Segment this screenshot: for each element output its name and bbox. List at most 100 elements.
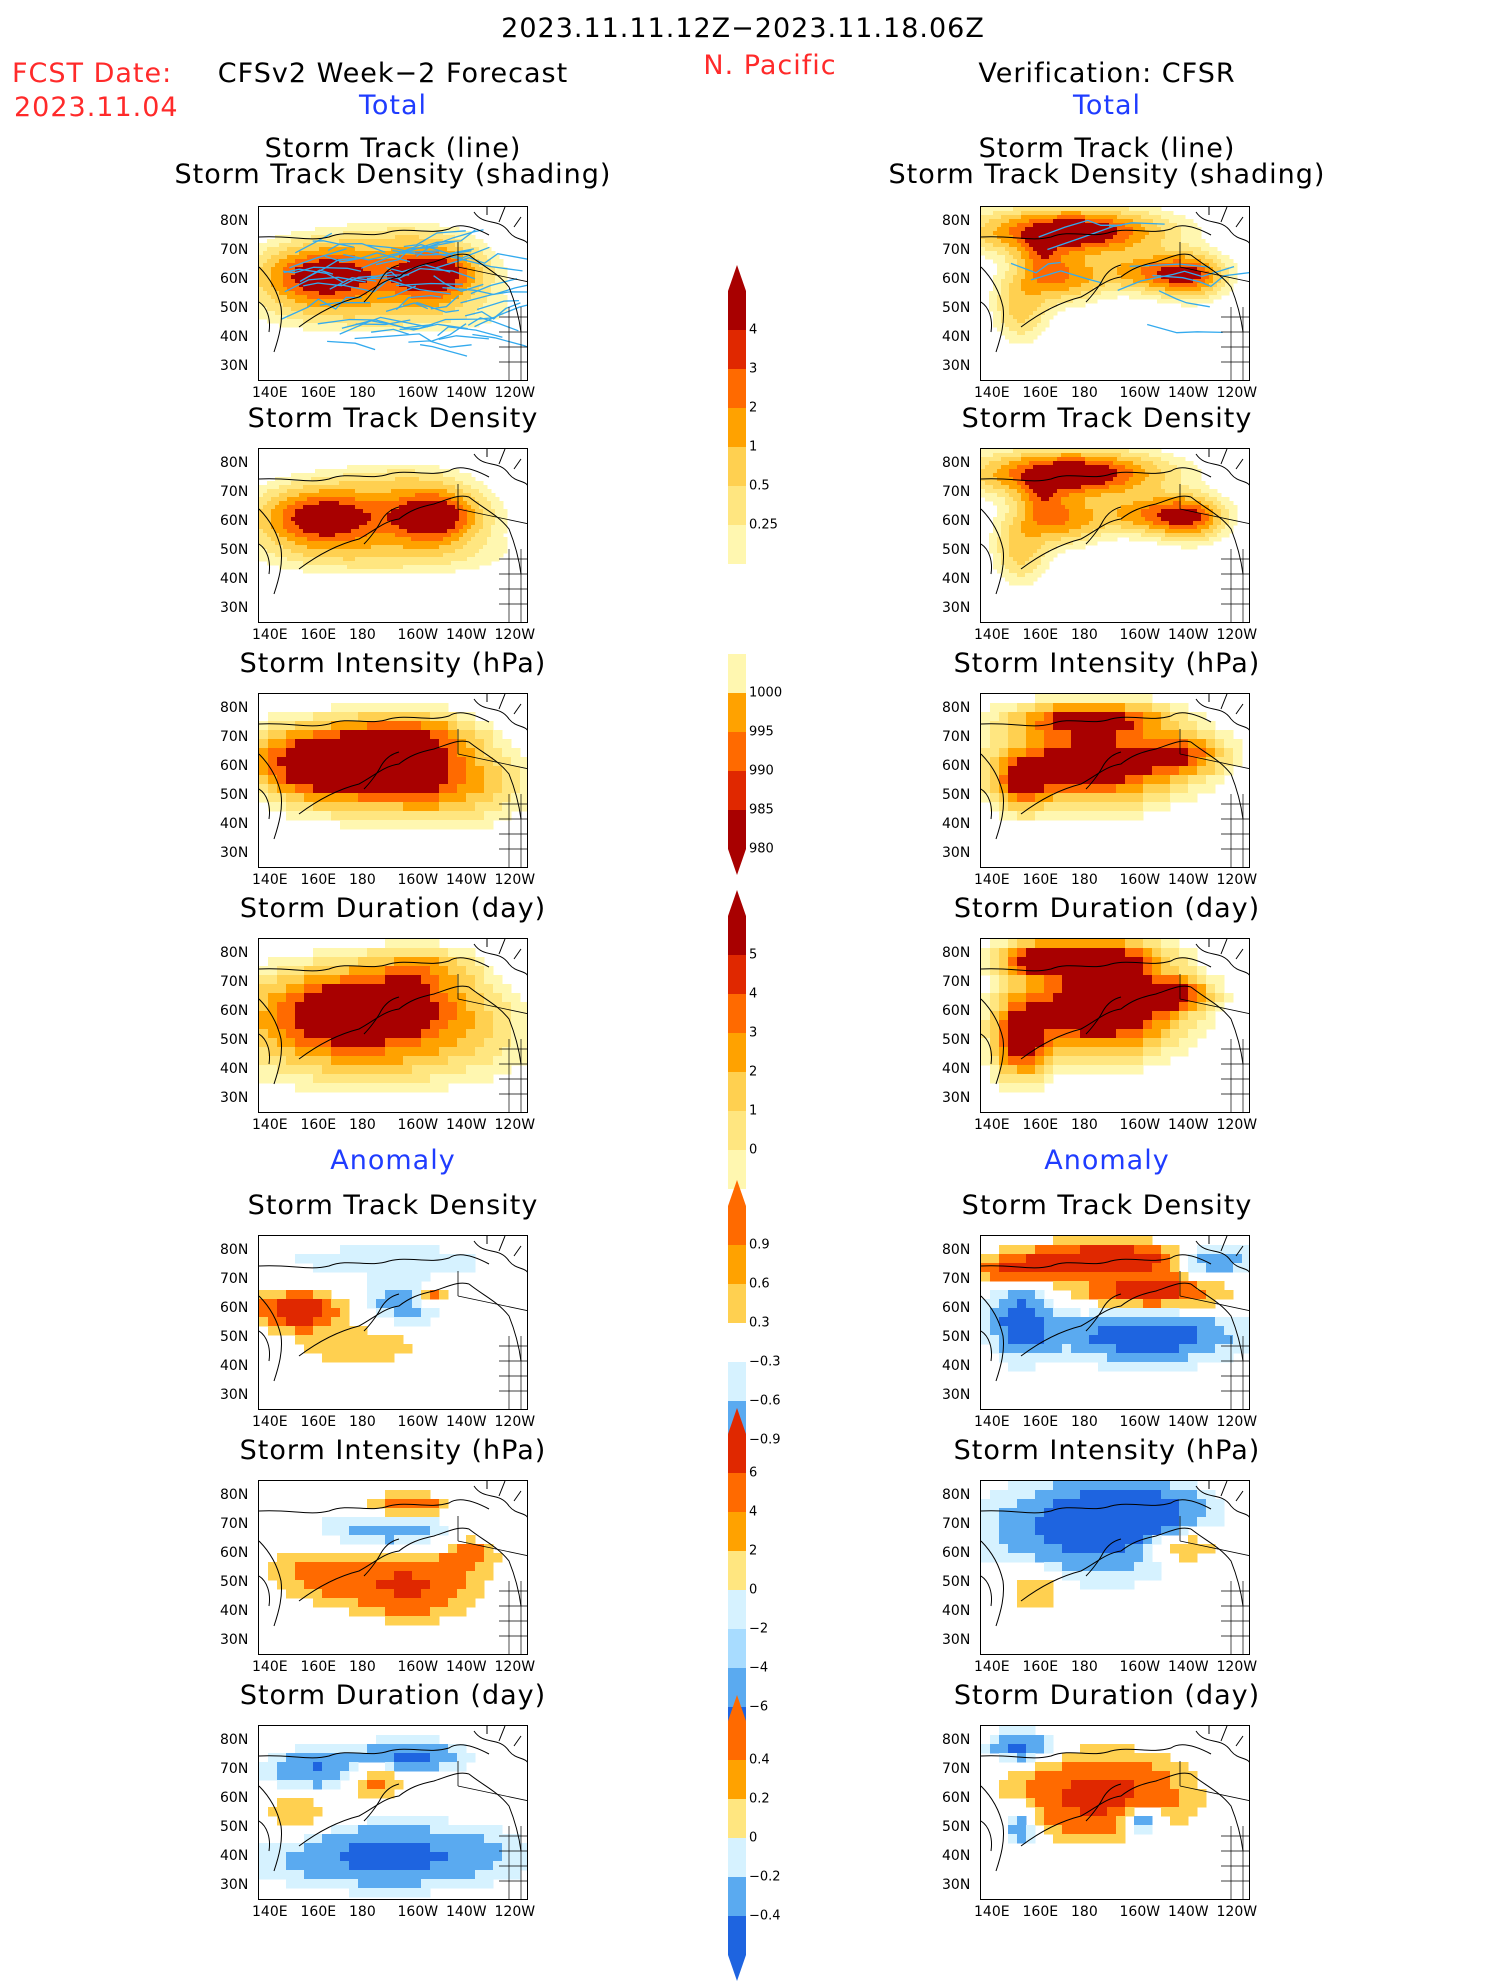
lat-tick-label: 60N [220,1300,249,1316]
lon-tick-label: 120W [1216,1414,1258,1430]
right-intensity-title: Storm Intensity (hPa) [953,648,1261,679]
lon-tick-label: 140W [446,872,487,888]
lon-tick-label: 140W [1168,1659,1209,1675]
colorbar-tick-label: 5 [749,947,758,963]
left-duration-anom-title: Storm Duration (day) [239,1680,547,1711]
lon-tick-label: 120W [494,1414,536,1430]
lat-tick-label: 40N [942,816,971,832]
colorbar-tick-label: 980 [749,841,774,857]
lat-tick-label: 60N [942,1300,971,1316]
lon-tick-label: 180 [1071,627,1098,643]
lon-tick-label: 140E [252,1117,288,1133]
right-density-map [980,448,1250,623]
lon-tick-label: 160E [300,1904,337,1920]
lon-tick-label: 160W [1119,1659,1161,1675]
colorbar-tick-label: 0 [749,1830,758,1846]
lat-tick-label: 60N [220,1790,249,1806]
lon-tick-label: 140W [1168,385,1209,401]
right-density-anom-map [980,1235,1250,1410]
lon-tick-label: 160E [300,627,337,643]
lat-tick-label: 70N [220,974,249,990]
colorbar-tick-label: 2 [749,1543,758,1559]
lon-tick-label: 140E [974,1659,1010,1675]
lat-tick-label: 60N [942,513,971,529]
lon-tick-label: 160E [1022,1117,1059,1133]
left-density-anom-title: Storm Track Density [247,1190,539,1221]
lat-tick-label: 60N [220,758,249,774]
lat-tick-label: 50N [942,787,971,803]
lat-tick-label: 70N [220,729,249,745]
lon-tick-label: 140W [446,1117,487,1133]
lat-tick-label: 30N [220,358,249,374]
intensity-colorbar: 1000 995 990 985 980 [727,650,782,879]
lat-tick-label: 70N [220,1761,249,1777]
colorbar-tick-label: 0.3 [749,1315,770,1331]
lon-tick-label: 140E [974,1414,1010,1430]
lon-tick-label: 160E [1022,872,1059,888]
left-duration-anom-map [258,1725,528,1900]
colorbar-tick-label: 0.25 [749,517,778,533]
lon-tick-label: 120W [1216,872,1258,888]
right-density-title: Storm Track Density [961,403,1253,434]
lat-tick-label: 40N [942,1358,971,1374]
lat-tick-label: 30N [220,1877,249,1893]
lon-tick-label: 160E [1022,385,1059,401]
right-intensity-anom-title: Storm Intensity (hPa) [953,1435,1261,1466]
lat-tick-label: 40N [942,1061,971,1077]
right-duration-title: Storm Duration (day) [953,893,1261,924]
date-range-title: 2023.11.11.12Z−2023.11.18.06Z [501,13,985,44]
lat-tick-label: 60N [942,1545,971,1561]
lon-tick-label: 140E [974,1904,1010,1920]
lat-tick-label: 80N [220,455,249,471]
left-intensity-title: Storm Intensity (hPa) [239,648,547,679]
lat-tick-label: 50N [942,1329,971,1345]
left-duration-title: Storm Duration (day) [239,893,547,924]
lat-tick-label: 80N [942,1242,971,1258]
lat-tick-label: 30N [942,1387,971,1403]
lon-tick-label: 180 [1071,872,1098,888]
lon-tick-label: 180 [349,627,376,643]
lat-tick-label: 40N [220,329,249,345]
colorbar-tick-label: 0.9 [749,1237,770,1253]
lon-tick-label: 120W [1216,1659,1258,1675]
lon-tick-label: 120W [1216,627,1258,643]
lon-tick-label: 140W [446,385,487,401]
lat-tick-label: 80N [942,455,971,471]
lat-tick-label: 70N [942,484,971,500]
colorbar-tick-label: 0.5 [749,478,770,494]
lon-tick-label: 180 [1071,1414,1098,1430]
lat-tick-label: 60N [220,513,249,529]
lat-tick-label: 50N [942,1819,971,1835]
lat-tick-label: 60N [220,1003,249,1019]
colorbar-tick-label: 6 [749,1465,758,1481]
left-column-title: CFSv2 Week−2 Forecast [217,58,569,89]
colorbar-tick-label: −0.2 [749,1869,781,1885]
lon-tick-label: 140E [974,627,1010,643]
lon-tick-label: 140W [446,1904,487,1920]
lat-tick-label: 70N [220,242,249,258]
colorbar-tick-label: −0.4 [749,1908,781,1924]
lat-tick-label: 30N [220,1632,249,1648]
lat-tick-label: 50N [220,1574,249,1590]
lon-tick-label: 160E [300,872,337,888]
lon-tick-label: 140E [974,385,1010,401]
left-density-anom-map [258,1235,528,1410]
lat-tick-label: 80N [220,213,249,229]
left-intensity-anom-title: Storm Intensity (hPa) [239,1435,547,1466]
colorbar-tick-label: −0.6 [749,1393,781,1409]
lon-tick-label: 160W [397,872,439,888]
lon-tick-label: 120W [494,872,536,888]
colorbar-tick-label: 3 [749,1025,758,1041]
left-track-map [258,206,528,381]
lat-tick-label: 40N [220,1603,249,1619]
lon-tick-label: 120W [1216,385,1258,401]
right-intensity-map [980,693,1250,868]
right-track-density-title: Storm Track Density (shading) [888,159,1326,190]
lat-tick-label: 60N [942,1790,971,1806]
lat-tick-label: 50N [220,1819,249,1835]
colorbar-tick-label: 4 [749,322,758,338]
lat-tick-label: 40N [220,1848,249,1864]
lat-tick-label: 80N [220,945,249,961]
colorbar-tick-label: 990 [749,763,774,779]
right-track-title: Storm Track (line) [978,133,1236,164]
